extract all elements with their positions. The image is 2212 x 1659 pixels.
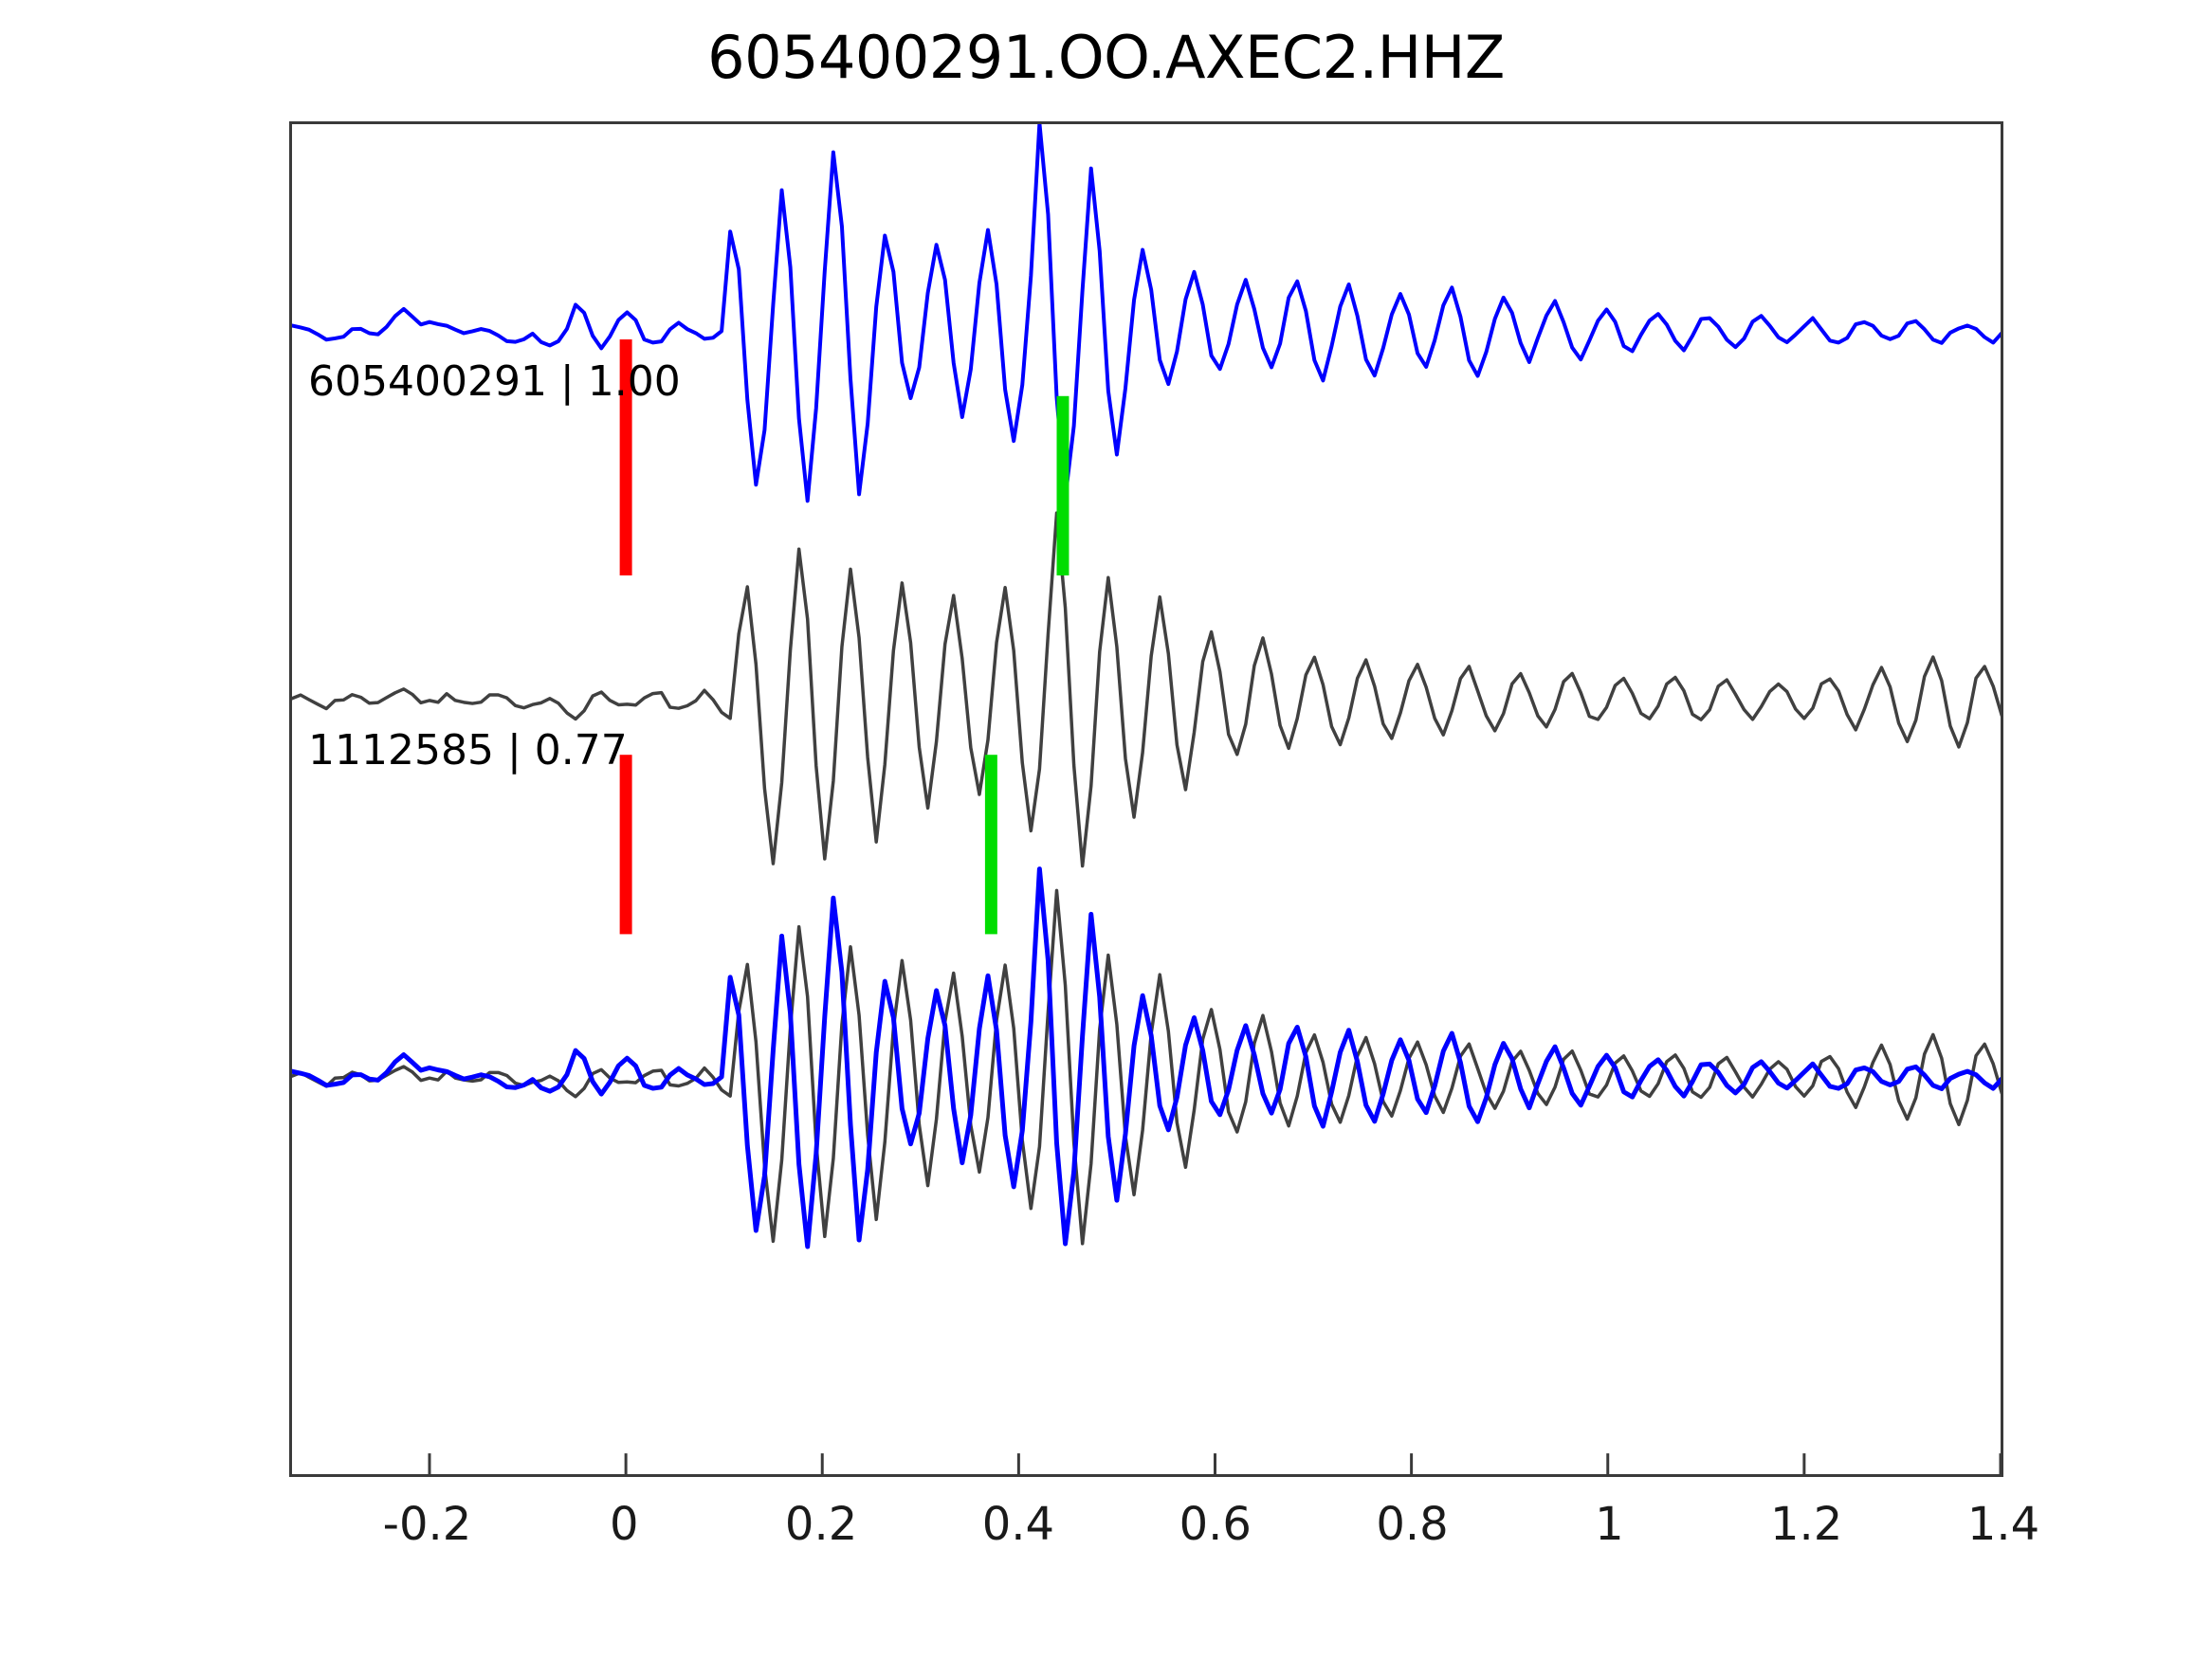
trace-label-1112585: 1112585 | 0.77 — [308, 726, 628, 775]
x-tick-label: -0.2 — [382, 1498, 472, 1551]
trace-label-605400291: 605400291 | 1.00 — [308, 357, 681, 406]
s-pick-trace-0 — [1056, 395, 1069, 575]
waveform-path — [292, 888, 2001, 1246]
x-axis-ticks — [428, 1453, 2001, 1474]
x-tick-label: 1 — [1595, 1498, 1624, 1551]
overlay-panel — [292, 866, 2001, 1249]
pick-markers — [619, 339, 1069, 935]
p-pick-trace-0 — [619, 339, 632, 575]
x-tick-label: 0.4 — [981, 1498, 1055, 1551]
p-pick-trace-1 — [619, 755, 632, 935]
waveform-path — [292, 511, 2001, 868]
page-title: 605400291.OO.AXEC2.HHZ — [707, 23, 1505, 92]
trace-1112585-panel — [292, 511, 2001, 868]
x-tick-label: 0 — [610, 1498, 639, 1551]
waveform-path — [292, 866, 2001, 1249]
x-tick-label: 0.2 — [784, 1498, 858, 1551]
waveform-path — [292, 124, 2001, 503]
x-tick-label: 1.4 — [1966, 1498, 2040, 1551]
x-tick-label: 1.2 — [1770, 1498, 1843, 1551]
s-pick-trace-1 — [984, 755, 997, 935]
waveform-plot — [292, 124, 2001, 1474]
x-tick-label: 0.6 — [1179, 1498, 1252, 1551]
x-tick-label: 0.8 — [1376, 1498, 1449, 1551]
plot-area — [289, 121, 2003, 1477]
trace-605400291-panel — [292, 124, 2001, 503]
